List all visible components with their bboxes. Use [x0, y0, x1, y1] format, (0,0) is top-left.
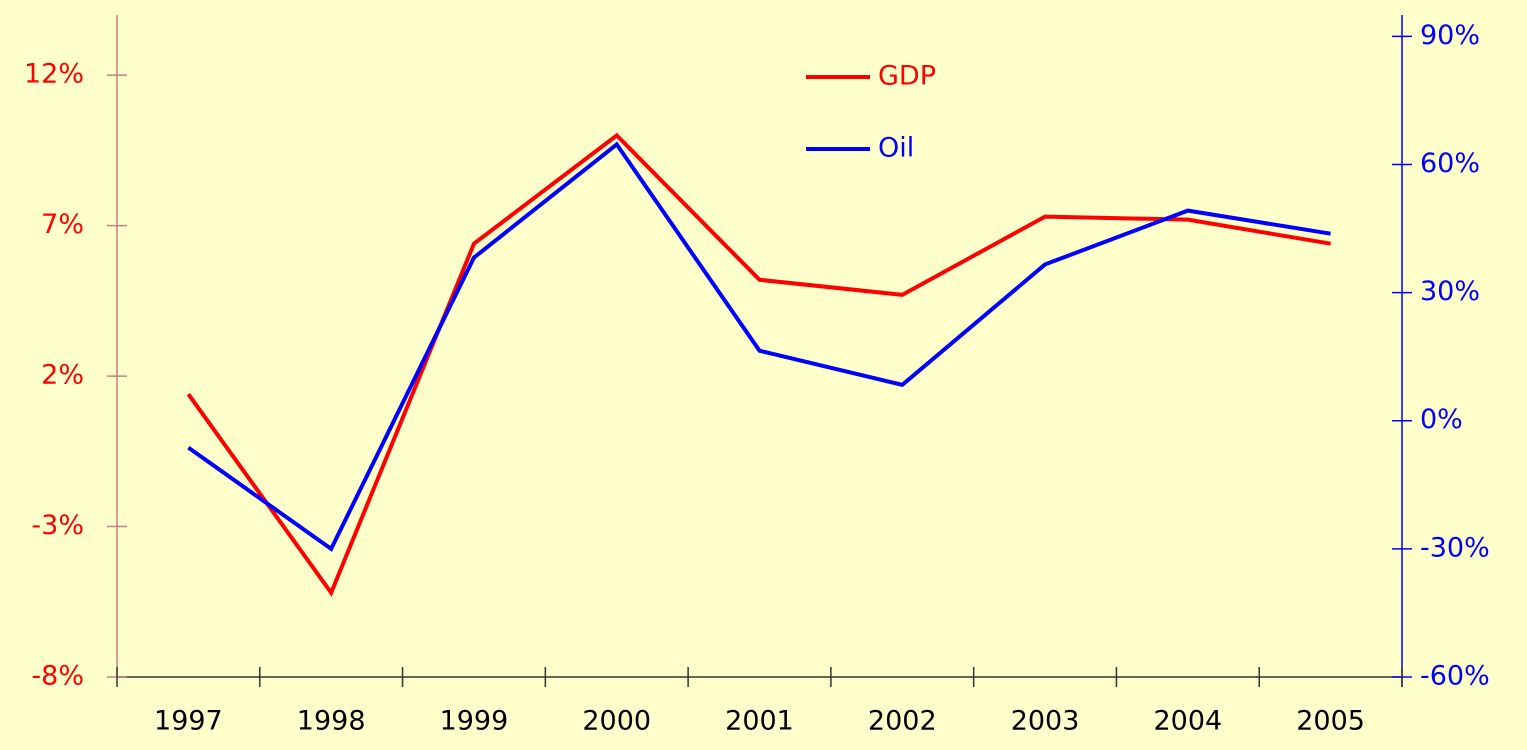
- y-tick-label: -8%: [31, 661, 84, 692]
- x-tick-label: 1999: [440, 706, 509, 737]
- legend-label: GDP: [878, 61, 936, 92]
- x-tick-label: 2000: [582, 706, 651, 737]
- x-tick-label: 1997: [154, 706, 223, 737]
- legend-label: Oil: [878, 133, 914, 164]
- x-tick-label: 2002: [868, 706, 937, 737]
- x-tick-label: 2003: [1011, 706, 1080, 737]
- y-tick-label: -3%: [31, 510, 84, 541]
- y2-tick-label: -60%: [1420, 661, 1490, 692]
- x-tick-label: 2004: [1153, 706, 1222, 737]
- series-line: [186, 132, 1331, 597]
- y2-tick-label: 90%: [1420, 20, 1480, 51]
- x-tick-label: 2005: [1296, 706, 1365, 737]
- series-line: [187, 141, 1331, 552]
- y-tick-label: 7%: [41, 209, 84, 240]
- y-tick-label: 12%: [24, 59, 84, 90]
- y2-tick-label: -30%: [1420, 532, 1490, 563]
- y-tick-label: 2%: [41, 360, 84, 391]
- y2-tick-label: 0%: [1420, 404, 1463, 435]
- x-tick-label: 1998: [297, 706, 366, 737]
- y2-tick-label: 60%: [1420, 148, 1480, 179]
- y2-tick-label: 30%: [1420, 276, 1480, 307]
- x-tick-label: 2001: [725, 706, 794, 737]
